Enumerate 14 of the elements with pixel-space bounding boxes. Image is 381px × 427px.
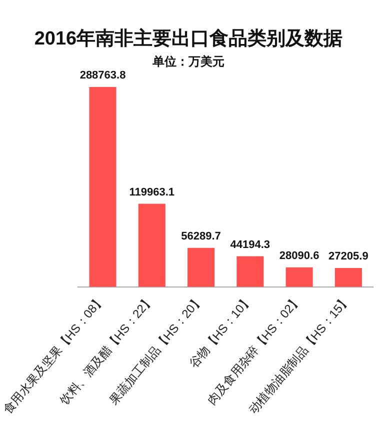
- bar: [236, 256, 264, 287]
- data-label: 44194.3: [230, 238, 270, 251]
- bar: [188, 248, 215, 287]
- chart-subtitle: 单位：万美元: [152, 54, 224, 68]
- data-label: 288763.8: [80, 70, 126, 82]
- data-label: 28090.6: [279, 250, 320, 262]
- bar: [89, 86, 116, 287]
- data-label: 119963.1: [129, 186, 175, 198]
- bar: [138, 204, 166, 287]
- chart-title: 2016年南非主要出口食品类别及数据: [34, 28, 343, 50]
- bar: [334, 268, 362, 287]
- bar: [286, 267, 313, 287]
- data-label: 56289.7: [181, 230, 221, 242]
- data-label: 27205.9: [328, 250, 368, 263]
